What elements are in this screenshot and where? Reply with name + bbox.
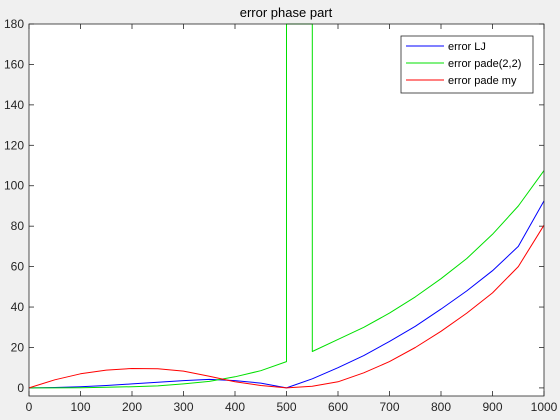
x-tick-label: 600 bbox=[328, 400, 348, 414]
y-tick-label: 140 bbox=[4, 98, 24, 112]
y-tick-label: 180 bbox=[4, 17, 24, 31]
x-tick-label: 700 bbox=[379, 400, 399, 414]
series-line-2 bbox=[28, 224, 545, 389]
legend-label: error LJ bbox=[448, 41, 486, 53]
plot-area-border bbox=[28, 23, 545, 397]
chart-title: error phase part bbox=[240, 5, 333, 20]
x-tick-label: 900 bbox=[482, 400, 502, 414]
x-tick-label: 1000 bbox=[531, 400, 558, 414]
x-tick-label: 100 bbox=[70, 400, 90, 414]
y-tick-label: 160 bbox=[4, 57, 24, 71]
x-tick-label: 500 bbox=[276, 400, 296, 414]
y-tick-label: 40 bbox=[11, 300, 25, 314]
legend-label: error pade(2,2) bbox=[448, 58, 521, 70]
x-tick-label: 200 bbox=[122, 400, 142, 414]
legend-label: error pade my bbox=[448, 75, 517, 87]
y-tick-label: 120 bbox=[4, 138, 24, 152]
x-tick-label: 800 bbox=[431, 400, 451, 414]
y-tick-label: 80 bbox=[11, 219, 25, 233]
y-tick-label: 100 bbox=[4, 179, 24, 193]
y-tick-label: 0 bbox=[17, 381, 24, 395]
x-tick-label: 0 bbox=[26, 400, 33, 414]
y-tick-label: 60 bbox=[11, 260, 25, 274]
y-tick-label: 20 bbox=[11, 340, 25, 354]
axis-ticks: 0 100 200 300 400 500 600 700 800 900 1000 0 20 40 60 8… bbox=[4, 17, 558, 414]
legend: error LJ error pade(2,2) error pade my bbox=[400, 35, 534, 94]
x-tick-label: 300 bbox=[173, 400, 193, 414]
x-tick-label: 400 bbox=[225, 400, 245, 414]
